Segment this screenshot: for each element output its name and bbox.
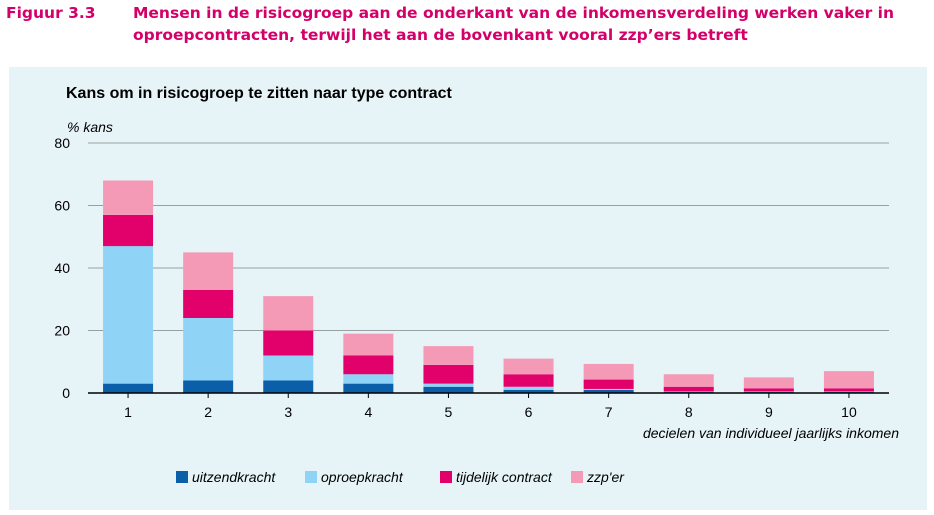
bar-segment-oproepkracht — [263, 355, 314, 381]
bar-segment-tijdelijk-contract — [103, 214, 154, 247]
bar-segment-zzp-er — [343, 333, 394, 356]
chart-panel — [9, 67, 927, 510]
x-tick-label: 1 — [124, 404, 132, 420]
bar-segment-zzp-er — [583, 363, 634, 380]
y-axis-label: % kans — [67, 119, 113, 135]
x-tick-label: 6 — [525, 404, 533, 420]
figure-number: Figuur 3.3 — [6, 4, 96, 22]
bar-segment-oproepkracht — [823, 391, 874, 393]
y-tick-label: 60 — [54, 198, 70, 214]
legend-label: uitzendkracht — [192, 469, 276, 485]
legend-swatch — [571, 471, 583, 483]
bar-segment-uitzendkracht — [103, 383, 154, 393]
bar-segment-zzp-er — [183, 252, 234, 290]
legend-label: tijdelijk contract — [456, 469, 553, 485]
bar-segment-tijdelijk-contract — [743, 388, 794, 392]
x-tick-label: 5 — [445, 404, 453, 420]
bar-segment-oproepkracht — [183, 318, 234, 381]
x-tick-label: 4 — [364, 404, 372, 420]
bar-segment-uitzendkracht — [183, 380, 234, 393]
y-tick-label: 0 — [62, 385, 70, 401]
x-tick-label: 2 — [204, 404, 212, 420]
bar-segment-tijdelijk-contract — [663, 386, 714, 392]
bar-segment-oproepkracht — [503, 386, 554, 390]
y-tick-label: 40 — [54, 260, 70, 276]
bar-segment-uitzendkracht — [583, 389, 634, 393]
bar-segment-uitzendkracht — [503, 389, 554, 393]
bar-segment-tijdelijk-contract — [183, 289, 234, 318]
legend-swatch — [305, 471, 317, 483]
bar-segment-oproepkracht — [743, 391, 794, 393]
x-tick-label: 3 — [284, 404, 292, 420]
x-tick-label: 8 — [685, 404, 693, 420]
figure-title: Mensen in de risicogroep aan de onderkan… — [133, 4, 895, 44]
bar-segment-zzp-er — [263, 296, 314, 331]
y-tick-label: 80 — [54, 135, 70, 151]
bar-segment-zzp-er — [743, 377, 794, 389]
legend-swatch — [440, 471, 452, 483]
bar-segment-zzp-er — [663, 374, 714, 387]
bar-segment-uitzendkracht — [263, 380, 314, 393]
bar-segment-uitzendkracht — [423, 386, 474, 393]
bar-segment-tijdelijk-contract — [823, 388, 874, 392]
bar-segment-uitzendkracht — [343, 383, 394, 393]
y-tick-label: 20 — [54, 323, 70, 339]
bar-segment-oproepkracht — [103, 246, 154, 384]
bar-segment-oproepkracht — [663, 391, 714, 393]
bar-segment-tijdelijk-contract — [503, 374, 554, 387]
x-tick-label: 9 — [765, 404, 773, 420]
bar-segment-zzp-er — [423, 346, 474, 365]
bar-segment-zzp-er — [103, 180, 154, 215]
bar-segment-oproepkracht — [583, 388, 634, 390]
bar-segment-tijdelijk-contract — [423, 364, 474, 384]
bar-segment-zzp-er — [503, 358, 554, 375]
x-axis-label: decielen van individueel jaarlijks inkom… — [643, 425, 899, 441]
x-tick-label: 10 — [841, 404, 857, 420]
legend-swatch — [176, 471, 188, 483]
bar-segment-tijdelijk-contract — [343, 355, 394, 375]
chart-title: Kans om in risicogroep te zitten naar ty… — [66, 85, 453, 102]
bar-segment-tijdelijk-contract — [263, 330, 314, 356]
bar-segment-oproepkracht — [343, 374, 394, 384]
legend-label: zzp'er — [586, 469, 625, 485]
legend-label: oproepkracht — [321, 469, 404, 485]
bar-segment-oproepkracht — [423, 383, 474, 387]
bar-segment-tijdelijk-contract — [583, 379, 634, 389]
x-tick-label: 7 — [605, 404, 613, 420]
bar-segment-zzp-er — [823, 371, 874, 389]
bottom-strip — [0, 510, 934, 515]
